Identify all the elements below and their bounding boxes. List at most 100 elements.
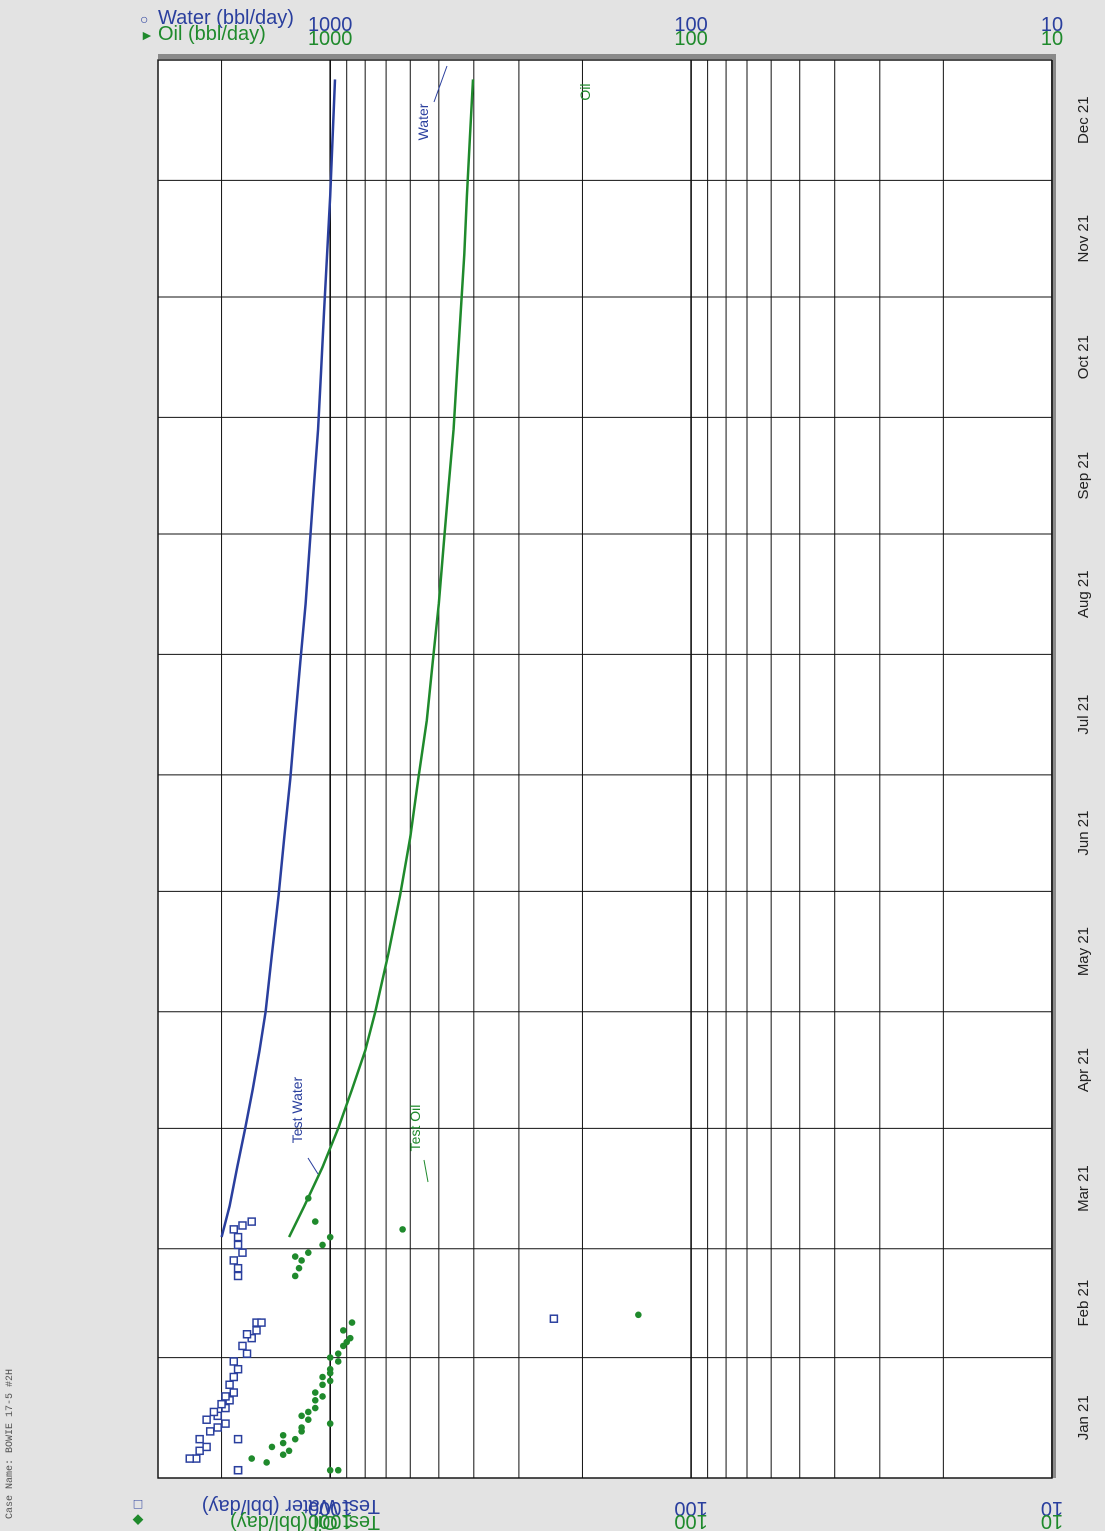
plot-area [157,59,1053,1479]
test-water-point [233,1465,243,1475]
test-water-point [225,1380,234,1390]
test-water-point [209,1407,219,1417]
test-water-point [221,1392,230,1401]
test-oil-point [326,1354,334,1361]
bottom-oil-tick-label: 10 [1041,1510,1063,1531]
test-oil-point [298,1424,305,1431]
test-water-point [233,1232,243,1242]
chart-grid [157,54,1056,1479]
x-tick-label: Mar 21 [1075,1165,1092,1212]
annotation-leader [433,65,448,103]
test-oil-point [268,1443,276,1451]
test-oil-legend-symbol: ◆ [132,1513,143,1529]
top-oil-tick-label: 10 [1041,28,1063,50]
water-legend-label: Water (bbl/day) [158,7,294,29]
test-water-point [233,1271,243,1281]
test-oil-point [291,1435,299,1443]
test-water-point [238,1341,247,1351]
top-oil-tick-label: 100 [674,28,707,50]
test-oil-point [326,1377,334,1385]
water-legend-symbol: ○ [140,11,148,27]
water-annotation: Water [415,103,431,140]
bottom-oil-tick-label: 1000 [308,1510,353,1531]
test-oil-point [311,1397,319,1404]
top-oil-tick-label: 1000 [308,28,353,50]
test-oil-point [319,1241,326,1249]
test-water-point [202,1415,211,1424]
test-water-point [247,1217,256,1226]
oil-legend-label: Oil (bbl/day) [158,23,266,45]
test-water-point [185,1454,194,1463]
test-water-point [242,1349,252,1358]
x-tick-label: Dec 21 [1075,96,1092,144]
test-water-point [233,1434,243,1444]
x-tick-label: Nov 21 [1075,215,1092,263]
test-water-point [229,1372,239,1382]
test-oil-point [326,1365,334,1373]
x-tick-label: Jun 21 [1075,811,1092,856]
test-water-point [202,1442,211,1452]
bottom-oil-tick-label: 100 [674,1510,707,1531]
series-points [185,1194,642,1475]
x-tick-label: Sep 21 [1075,452,1092,500]
annotations: Water Oil Test Water Test Oil [289,65,593,1183]
test-oil-point [285,1447,293,1455]
test-oil-point [279,1431,287,1439]
test-water-point [229,1256,239,1265]
test-water-point [238,1248,247,1257]
test-oil-point [291,1253,299,1260]
test-oil-point [304,1416,312,1424]
x-tick-label: Aug 21 [1075,570,1092,618]
test-water-point [238,1221,247,1230]
test-oil-point [263,1459,270,1466]
oil-legend-symbol: ► [140,27,154,43]
test-water-legend-symbol: □ [133,1497,142,1513]
test-oil-point [319,1373,326,1381]
test-oil-point [346,1334,354,1342]
top-water-tick-label: 1000 [308,14,353,36]
test-water-point [195,1446,204,1456]
test-oil-point [399,1226,406,1233]
test-water-point [233,1263,243,1273]
case-name-label: Case Name: BOWIE 17-5 #2H [5,1369,16,1519]
oil-forecast-line [287,79,475,1238]
test-water-legend-label: Test Water (bbl/day) [202,1495,380,1517]
test-water-point [233,1240,243,1250]
test-water-point [229,1388,239,1397]
test-water-annotation: Test Water [289,1076,305,1143]
test-oil-annotation: Test Oil [407,1105,423,1152]
series-lines [220,79,475,1238]
annotation-leader [307,1157,319,1175]
plot-frame-top [158,54,1056,60]
test-oil-point [291,1272,299,1280]
test-oil-point [319,1381,326,1389]
top-water-tick-label: 100 [674,14,707,36]
test-oil-point [279,1451,287,1458]
test-oil-point [326,1420,334,1427]
test-water-point [217,1399,226,1409]
legends: ○ Water (bbl/day)► Oil (bbl/day) □ Test Wate… [132,7,380,1531]
test-oil-point [334,1358,342,1365]
x-tick-label: May 21 [1075,927,1092,976]
x-tick-label: Oct 21 [1075,335,1092,379]
oil-annotation: Oil [577,83,593,100]
x-tick-label: Feb 21 [1075,1280,1092,1327]
bottom-water-tick-label: 100 [674,1497,707,1519]
test-oil-point [326,1233,334,1241]
test-oil-point [334,1466,342,1474]
plot-frame-right [1052,54,1056,1478]
annotation-leader [423,1159,429,1183]
test-oil-legend-label: Test Oil (bbl/day) [230,1511,380,1531]
test-oil-point [326,1466,334,1474]
test-water-point [213,1423,222,1432]
test-oil-point [311,1218,319,1225]
test-water-point [229,1357,239,1366]
test-water-point [242,1330,252,1339]
test-oil-point [348,1319,356,1326]
test-water-point [229,1225,239,1234]
test-oil-point [635,1311,642,1319]
test-oil-point [298,1257,305,1264]
test-oil-point [311,1389,319,1396]
test-oil-point [339,1327,347,1334]
